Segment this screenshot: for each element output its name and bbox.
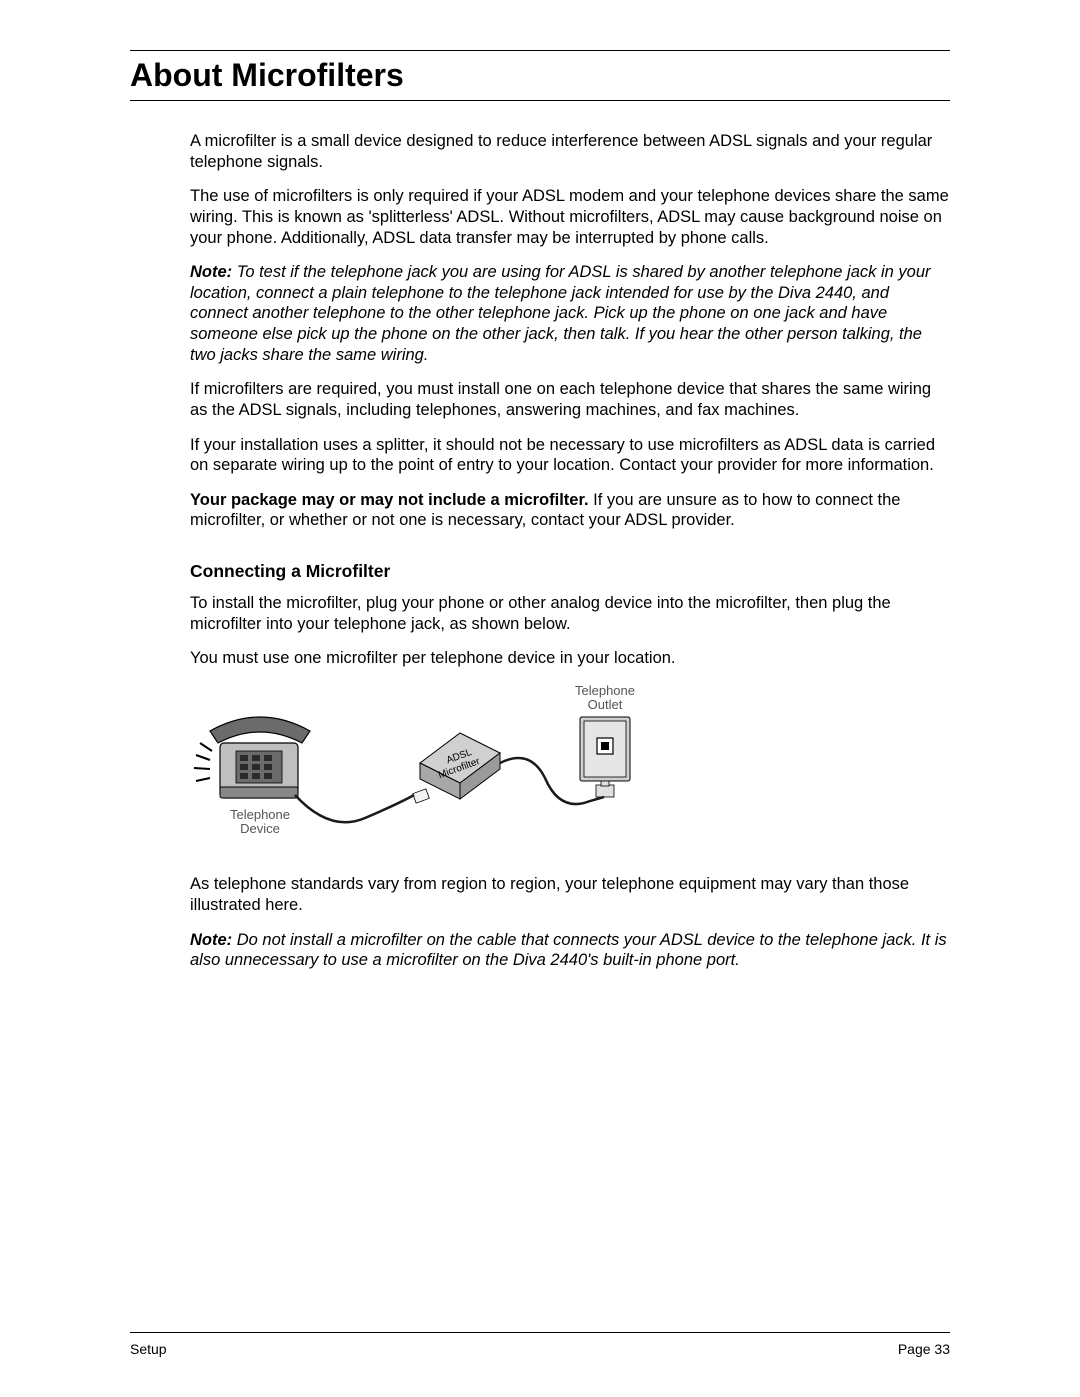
top-rule — [130, 50, 950, 51]
cable-phone-to-filter — [295, 795, 414, 822]
document-page: About Microfilters A microfilter is a sm… — [0, 0, 1080, 1397]
bold-lead: Your package may or may not include a mi… — [190, 491, 589, 509]
phone-label-line2: Device — [240, 821, 280, 836]
page-title: About Microfilters — [130, 57, 950, 94]
connection-diagram: Telephone Outlet ADSL — [190, 683, 950, 859]
footer-section: Setup — [130, 1341, 167, 1357]
paragraph: If your installation uses a splitter, it… — [190, 435, 950, 476]
note-body: To test if the telephone jack you are us… — [190, 263, 931, 364]
outlet-label-line1: Telephone — [575, 683, 635, 698]
footer-rule — [130, 1332, 950, 1333]
body-content: A microfilter is a small device designed… — [190, 131, 950, 971]
telephone-icon — [194, 717, 310, 798]
note-lead: Note: — [190, 263, 232, 281]
paragraph: To install the microfilter, plug your ph… — [190, 593, 950, 634]
diagram-svg: Telephone Outlet ADSL — [190, 683, 660, 853]
paragraph: Your package may or may not include a mi… — [190, 490, 950, 531]
note-paragraph: Note: Do not install a microfilter on th… — [190, 930, 950, 971]
telephone-outlet-icon — [580, 717, 630, 797]
microfilter-icon: ADSL Microfilter — [413, 733, 500, 803]
footer-page-number: Page 33 — [898, 1341, 950, 1357]
paragraph: As telephone standards vary from region … — [190, 874, 950, 915]
paragraph: The use of microfilters is only required… — [190, 186, 950, 248]
title-underline — [130, 100, 950, 101]
outlet-label-line2: Outlet — [588, 697, 623, 712]
note-lead: Note: — [190, 931, 232, 949]
paragraph: If microfilters are required, you must i… — [190, 379, 950, 420]
paragraph: A microfilter is a small device designed… — [190, 131, 950, 172]
subheading: Connecting a Microfilter — [190, 561, 950, 583]
page-footer: Setup Page 33 — [130, 1332, 950, 1357]
note-body: Do not install a microfilter on the cabl… — [190, 931, 947, 970]
paragraph: You must use one microfilter per telepho… — [190, 648, 950, 669]
phone-label-line1: Telephone — [230, 807, 290, 822]
note-paragraph: Note: To test if the telephone jack you … — [190, 262, 950, 365]
